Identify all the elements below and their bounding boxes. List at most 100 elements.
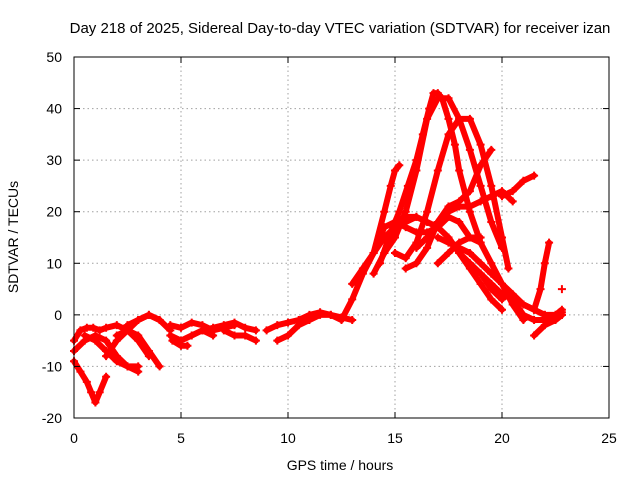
data-point-marker: [530, 171, 539, 180]
data-point-marker: [76, 367, 85, 376]
data-point-marker: [95, 388, 104, 397]
data-point-marker: [166, 331, 175, 340]
data-point-marker: [476, 233, 485, 242]
data-point-marker: [134, 331, 143, 340]
data-point-marker: [251, 336, 260, 345]
series-arc-02: [70, 357, 111, 407]
data-point-marker: [183, 341, 192, 350]
y-tick-label: 20: [46, 204, 62, 220]
data-point-marker: [144, 346, 153, 355]
y-tick-label: 50: [46, 49, 62, 65]
data-point-marker: [82, 377, 91, 386]
data-point-marker: [112, 352, 121, 361]
data-point-marker: [102, 323, 111, 332]
data-point-marker: [455, 166, 464, 175]
data-point-marker: [530, 305, 539, 314]
data-point-marker: [455, 238, 464, 247]
data-point-marker: [144, 310, 153, 319]
data-point-marker: [102, 336, 111, 345]
data-point-marker: [504, 264, 513, 273]
data-point-marker: [536, 285, 545, 294]
data-point-marker: [134, 362, 143, 371]
data-point-marker: [476, 269, 485, 278]
series-arc-18: [369, 161, 404, 257]
data-point-marker: [540, 259, 549, 268]
data-point-marker: [423, 207, 432, 216]
data-point-marker: [530, 331, 539, 340]
series-line: [531, 311, 565, 339]
data-point-marker: [508, 197, 517, 206]
data-point-marker: [284, 331, 292, 340]
y-tick-label: 0: [54, 307, 62, 323]
data-point-marker: [386, 228, 395, 237]
data-point-marker: [476, 259, 485, 268]
data-point-marker: [433, 218, 442, 227]
data-point-marker: [198, 326, 207, 335]
data-point-marker: [519, 310, 528, 319]
data-point-marker: [87, 388, 96, 397]
data-point-marker: [423, 233, 432, 242]
y-tick-label: 10: [46, 255, 62, 271]
data-point-marker: [519, 300, 528, 309]
series-arc-23: [412, 187, 517, 252]
x-axis-label: GPS time / hours: [287, 457, 394, 473]
data-point-marker: [386, 181, 395, 190]
data-point-marker: [391, 166, 399, 175]
data-point-marker: [487, 181, 496, 190]
data-point-marker: [498, 305, 506, 314]
data-point-marker: [369, 269, 378, 278]
data-point-marker: [391, 233, 399, 242]
data-point-marker: [80, 336, 89, 345]
x-tick-label: 25: [601, 430, 617, 446]
x-tick-labels: 0 5 10 15 20 25: [70, 430, 617, 446]
series-line: [381, 95, 505, 256]
data-point-marker: [177, 323, 185, 332]
data-point-marker: [273, 321, 282, 330]
data-point-marker: [465, 259, 474, 268]
data-point-marker: [412, 166, 421, 175]
data-point-marker: [401, 207, 410, 216]
data-point-marker: [112, 331, 121, 340]
data-point-marker: [391, 248, 399, 257]
series-arc-33: [557, 285, 566, 294]
data-point-marker: [476, 279, 485, 288]
data-point-marker: [465, 114, 474, 123]
data-point-marker: [444, 248, 453, 257]
y-tick-label: -10: [42, 358, 62, 374]
series-arc-10: [168, 336, 192, 350]
data-point-marker: [498, 290, 506, 299]
data-point-marker: [241, 323, 250, 332]
data-point-marker: [89, 323, 98, 332]
data-point-marker: [123, 362, 132, 371]
data-point-marker: [337, 316, 346, 325]
data-point-marker: [401, 223, 410, 232]
x-tick-label: 5: [177, 430, 185, 446]
data-point-marker: [187, 331, 196, 340]
series-arc-06: [112, 326, 164, 371]
data-point-marker: [376, 259, 385, 268]
data-point-marker: [209, 331, 218, 340]
data-point-marker: [540, 310, 549, 319]
data-point-marker: [412, 212, 421, 221]
data-point-marker: [91, 331, 100, 340]
axis-ticks: [73, 56, 610, 419]
series-line: [499, 172, 538, 200]
x-tick-label: 15: [387, 430, 403, 446]
data-series: [70, 89, 566, 407]
data-point-marker: [284, 318, 292, 327]
data-point-marker: [433, 94, 442, 103]
data-point-marker: [294, 321, 303, 330]
x-tick-label: 20: [494, 430, 510, 446]
series-arc-25: [433, 233, 485, 268]
data-point-marker: [358, 264, 367, 273]
data-point-marker: [412, 259, 421, 268]
data-point-marker: [487, 192, 496, 201]
data-point-marker: [102, 372, 111, 381]
y-tick-label: 40: [46, 101, 62, 117]
data-point-marker: [498, 279, 506, 288]
data-point-marker: [476, 197, 485, 206]
data-point-marker: [476, 181, 485, 190]
data-point-marker: [76, 326, 85, 335]
data-point-marker: [305, 316, 314, 325]
